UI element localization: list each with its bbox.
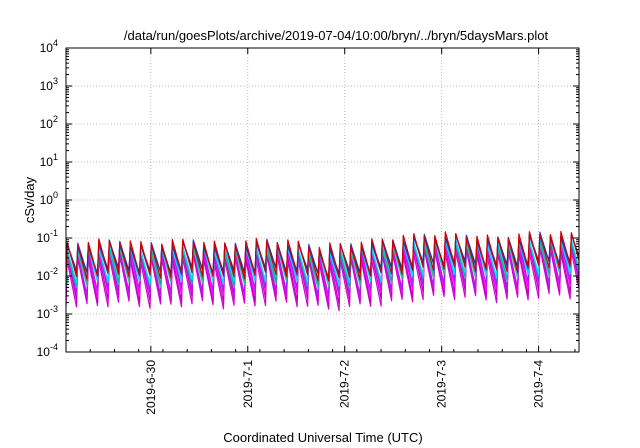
y-tick-label: 10-3 bbox=[37, 304, 58, 321]
y-axis-label: cSv/day bbox=[22, 176, 37, 223]
y-tick-label: 102 bbox=[40, 114, 58, 131]
plot-frame bbox=[65, 47, 580, 353]
grid-lines bbox=[66, 48, 579, 352]
x-tick-label: 2019-7-2 bbox=[338, 360, 352, 408]
y-tick-label: 100 bbox=[40, 190, 58, 207]
series-line bbox=[66, 230, 579, 282]
y-tick-label: 10-2 bbox=[37, 266, 58, 283]
y-tick-label: 104 bbox=[40, 38, 58, 55]
x-tick-label: 2019-6-30 bbox=[144, 360, 158, 415]
plot-area bbox=[66, 230, 579, 312]
x-tick-label: 2019-7-3 bbox=[435, 360, 449, 408]
x-tick-label: 2019-7-1 bbox=[241, 360, 255, 408]
x-tick-label: 2019-7-4 bbox=[532, 360, 546, 408]
chart-title: /data/run/goesPlots/archive/2019-07-04/1… bbox=[124, 28, 549, 43]
y-tick-label: 10-4 bbox=[37, 342, 58, 359]
x-axis-label: Coordinated Universal Time (UTC) bbox=[223, 430, 422, 445]
y-tick-label: 10-1 bbox=[37, 228, 58, 245]
x-axis-ticks: 2019-6-30 2019-7-1 2019-7-2 2019-7-3 2019-7-… bbox=[65, 48, 576, 415]
y-tick-label: 101 bbox=[40, 152, 58, 169]
y-tick-label: 103 bbox=[40, 76, 58, 93]
